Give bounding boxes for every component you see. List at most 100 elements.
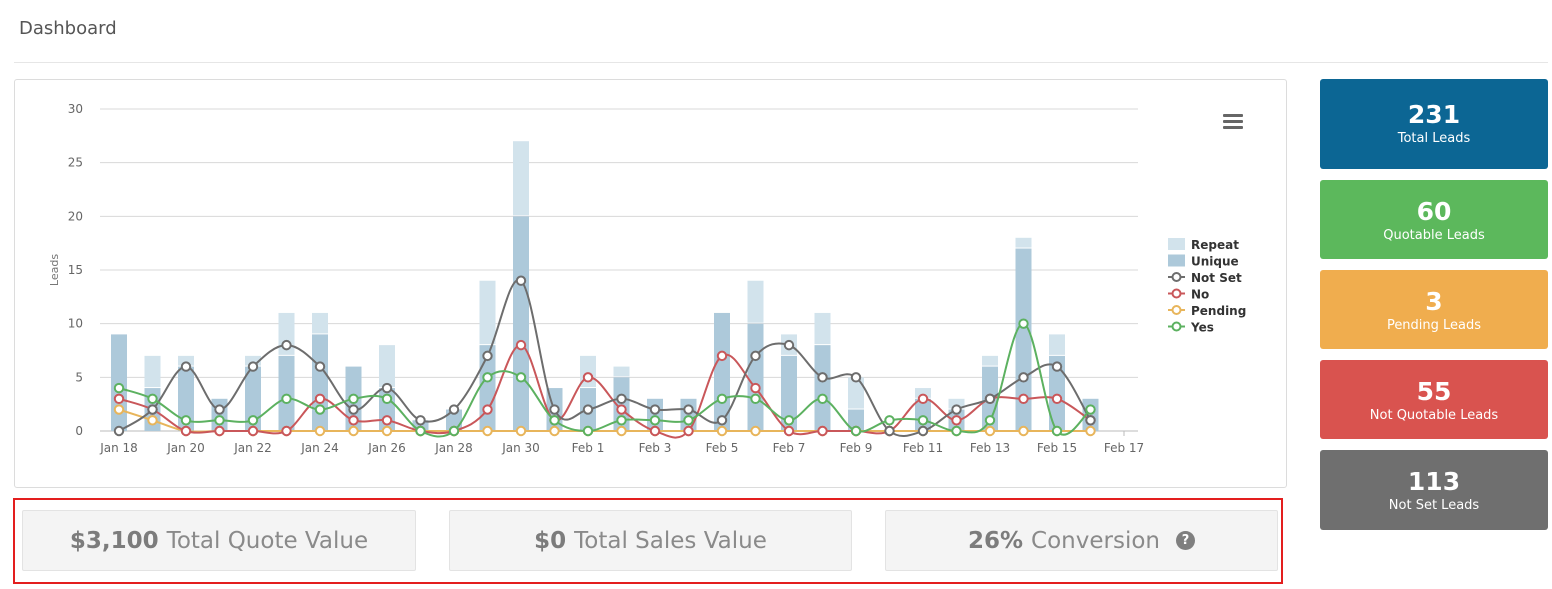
- point-pending: [616, 425, 627, 437]
- y-tick-label: 5: [75, 370, 83, 384]
- x-tick-label: Feb 1: [572, 441, 605, 455]
- stat-label: Pending Leads: [1386, 318, 1482, 333]
- bar-unique: [513, 216, 529, 431]
- point-yes: [1085, 404, 1096, 415]
- point-no: [515, 339, 527, 351]
- point-yes: [884, 415, 895, 426]
- point-pending: [549, 425, 560, 437]
- legend-label: Unique: [1191, 255, 1239, 269]
- bar-repeat: [613, 366, 630, 377]
- y-tick-label: 25: [68, 156, 83, 170]
- point-pending: [716, 425, 728, 437]
- point-pending: [314, 425, 326, 437]
- point-yes: [783, 415, 795, 426]
- legend-swatch: [1168, 254, 1185, 267]
- stat-value: 60: [1416, 197, 1452, 226]
- point-yes: [515, 372, 527, 383]
- legend-label: Pending: [1191, 304, 1246, 318]
- legend-label: No: [1191, 288, 1209, 302]
- stat-card-total-leads[interactable]: 231 Total Leads: [1320, 79, 1548, 169]
- point-not-set: [348, 404, 359, 415]
- stat-value: 3: [1425, 287, 1443, 316]
- point-pending: [1018, 425, 1029, 437]
- stat-card-not-set-leads[interactable]: 113 Not Set Leads: [1320, 450, 1548, 530]
- point-yes: [415, 425, 426, 437]
- point-pending: [515, 425, 527, 437]
- point-no: [482, 404, 493, 415]
- y-axis-title: Leads: [48, 254, 61, 286]
- x-tick-label: Feb 15: [1037, 441, 1077, 455]
- point-no: [180, 425, 192, 437]
- bar-unique: [245, 366, 261, 431]
- bar-unique: [1015, 248, 1032, 431]
- point-yes: [549, 415, 560, 426]
- point-not-set: [482, 350, 493, 362]
- point-pending: [750, 425, 761, 437]
- bar-repeat: [814, 312, 831, 345]
- metric-label: Total Sales Value: [574, 527, 767, 554]
- point-not-set: [817, 372, 828, 383]
- point-yes: [850, 425, 862, 437]
- stat-label: Total Leads: [1397, 131, 1471, 146]
- bar-repeat: [379, 345, 395, 388]
- page-title: Dashboard: [19, 18, 117, 39]
- conversion-rate: 26% Conversion ?: [885, 510, 1278, 571]
- point-no: [314, 393, 326, 404]
- x-tick-label: Jan 18: [99, 441, 138, 455]
- point-no: [783, 425, 795, 437]
- point-not-set: [850, 372, 862, 383]
- point-no: [917, 393, 929, 404]
- point-not-set: [616, 393, 627, 404]
- stat-label: Not Quotable Leads: [1369, 408, 1499, 423]
- stat-card-pending-leads[interactable]: 3 Pending Leads: [1320, 270, 1548, 349]
- point-pending: [1085, 425, 1096, 437]
- point-yes: [683, 415, 694, 426]
- point-pending: [113, 404, 125, 415]
- point-no: [649, 425, 661, 437]
- bar-unique: [312, 334, 328, 431]
- chart-menu-icon[interactable]: [1223, 114, 1243, 130]
- point-pending: [381, 425, 393, 437]
- y-tick-label: 0: [75, 424, 83, 438]
- point-not-set: [750, 350, 761, 362]
- legend-label: Yes: [1190, 321, 1214, 335]
- point-no: [616, 404, 627, 415]
- bar-unique: [747, 323, 764, 431]
- stat-value: 231: [1407, 100, 1461, 129]
- point-not-set: [180, 361, 192, 372]
- total-quote-value: $3,100 Total Quote Value: [22, 510, 416, 571]
- x-tick-label: Feb 9: [840, 441, 873, 455]
- menu-bar-icon: [1223, 114, 1243, 117]
- point-not-set: [1051, 361, 1063, 372]
- stat-card-quotable-leads[interactable]: 60 Quotable Leads: [1320, 180, 1548, 259]
- menu-bar-icon: [1223, 126, 1243, 129]
- total-sales-value: $0 Total Sales Value: [449, 510, 852, 571]
- point-no: [381, 415, 393, 426]
- point-yes: [649, 415, 661, 426]
- point-not-set: [448, 404, 460, 415]
- point-pending: [482, 425, 493, 437]
- point-yes: [1018, 318, 1029, 329]
- bar-repeat: [948, 398, 965, 409]
- point-not-set: [113, 425, 125, 437]
- y-tick-label: 10: [68, 317, 83, 331]
- metric-label: Total Quote Value: [166, 527, 369, 554]
- y-tick-label: 30: [68, 102, 83, 116]
- stat-card-not-quotable-leads[interactable]: 55 Not Quotable Leads: [1320, 360, 1548, 439]
- bar-unique: [278, 355, 295, 431]
- bar-unique: [781, 355, 797, 431]
- y-tick-label: 20: [68, 209, 83, 223]
- point-yes: [147, 393, 158, 404]
- bar-repeat: [747, 280, 764, 323]
- metrics-highlight-frame: [13, 498, 1283, 584]
- point-not-set: [783, 339, 795, 351]
- point-not-set: [984, 393, 996, 404]
- y-tick-label: 15: [68, 263, 83, 277]
- x-tick-label: Jan 22: [233, 441, 272, 455]
- help-icon[interactable]: ?: [1176, 531, 1195, 550]
- stat-value: 113: [1407, 467, 1461, 496]
- point-no: [716, 350, 728, 362]
- x-tick-label: Feb 13: [970, 441, 1010, 455]
- point-yes: [281, 393, 292, 404]
- point-not-set: [247, 361, 259, 372]
